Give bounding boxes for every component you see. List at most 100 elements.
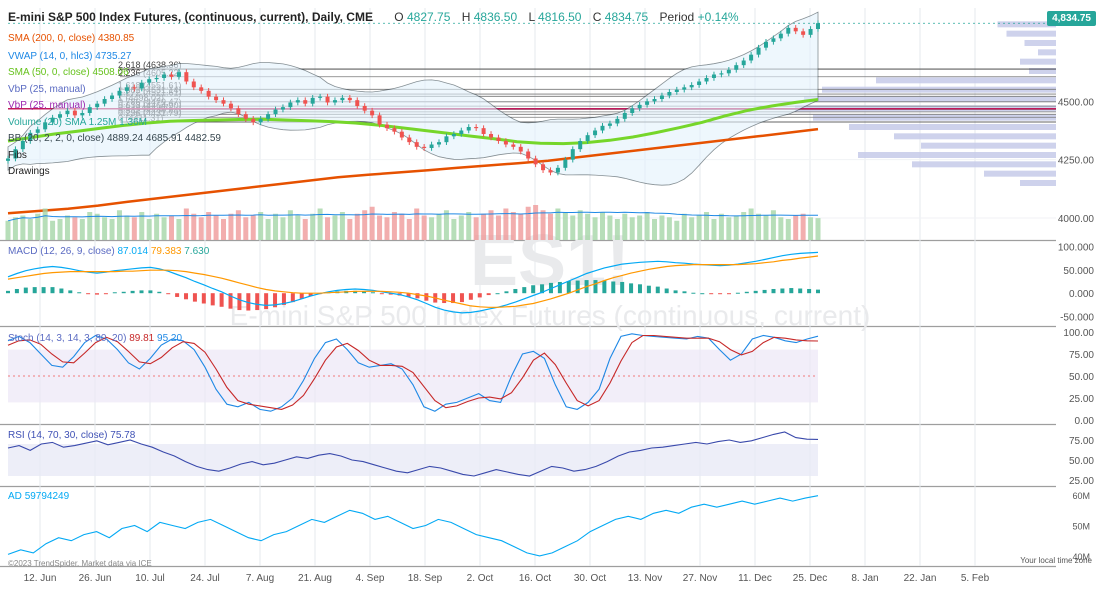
x-tick-label-3: 24. Jul	[190, 573, 219, 584]
volume-bar	[191, 213, 197, 240]
rsi-panel[interactable]	[7, 431, 819, 477]
macd-histogram-bar	[602, 280, 607, 294]
x-tick-label-15: 8. Jan	[851, 573, 878, 584]
macd-histogram-bar	[237, 293, 242, 311]
candle-body	[778, 33, 783, 39]
candle-body	[459, 130, 464, 134]
macd-panel[interactable]	[6, 251, 820, 314]
vbp-bar-5	[1029, 68, 1056, 74]
price-tick-label-2: 4500.00	[1058, 97, 1095, 108]
volume-bar	[57, 219, 63, 240]
legend-drawings-label: Drawings	[8, 166, 50, 177]
volume-bar	[116, 210, 122, 240]
legend-stoch[interactable]: Stoch (14, 3, 14, 3, 80, 20) 89.81 95.20	[8, 333, 182, 344]
vbp-bar-16	[984, 170, 1056, 177]
legend-fibs-label: Fibs	[8, 150, 27, 161]
price-panel[interactable]: 2.618 (4638.36)2.236 (4605.22)1.618 (455…	[6, 11, 1056, 215]
candle-body	[630, 108, 635, 113]
volume-bar	[637, 215, 643, 240]
macd-histogram-bar	[798, 288, 803, 294]
legend-drawings[interactable]: Drawings	[8, 166, 50, 177]
macd-histogram-bar	[121, 291, 126, 294]
legend-vbp-1[interactable]: VbP (25, manual)	[8, 84, 86, 95]
vbp-bar-4	[1020, 58, 1056, 65]
macd-histogram-bar	[6, 290, 10, 294]
vbp-bar-14	[858, 152, 1056, 158]
stochastic-panel[interactable]	[7, 333, 819, 412]
volume-bar	[555, 208, 561, 240]
volume-bar	[547, 213, 553, 240]
legend-sma200[interactable]: SMA (200, 0, close) 4380.85	[8, 33, 134, 44]
volume-bar	[443, 210, 449, 240]
macd-histogram-bar	[86, 293, 91, 295]
legend-macd-label: MACD (12, 26, 9, close)	[8, 246, 115, 257]
x-tick-label-2: 10. Jul	[135, 573, 164, 584]
volume-bar	[458, 215, 464, 240]
macd-histogram-bar	[744, 291, 749, 294]
timezone-label[interactable]: Your local time zone	[1020, 556, 1092, 565]
macd-histogram-bar	[166, 293, 171, 295]
volume-panel[interactable]	[5, 205, 821, 240]
x-tick-label-5: 21. Aug	[298, 573, 332, 584]
x-tick-label-17: 5. Feb	[961, 573, 990, 584]
macd-histogram-bar	[308, 293, 313, 297]
legend-bb-value: 4889.24 4685.91 4482.59	[106, 133, 221, 144]
legend-bb[interactable]: BB (20, 2, 2, 0, close) 4889.24 4685.91 …	[8, 133, 221, 144]
candle-body	[674, 89, 679, 92]
macd-histogram-bar	[95, 293, 100, 295]
legend-ad[interactable]: AD 59794249	[8, 491, 69, 502]
candle-body	[199, 87, 204, 91]
volume-bar	[5, 220, 11, 240]
candle-body	[697, 81, 702, 85]
x-tick-label-13: 11. Dec	[738, 573, 772, 584]
legend-volume[interactable]: Volume (20) SMA 1.25M 1.36M	[8, 117, 147, 128]
volume-bar	[599, 212, 605, 240]
volume-bar	[273, 213, 279, 240]
macd-histogram-bar	[130, 290, 135, 294]
volume-bar	[265, 219, 271, 240]
candle-body	[793, 27, 798, 32]
legend-ad-label: AD	[8, 491, 22, 502]
volume-by-price-profile	[795, 21, 1056, 186]
volume-bar	[481, 213, 487, 240]
legend-macd-signal: 79.383	[150, 246, 182, 257]
volume-bar	[681, 213, 687, 240]
volume-bar	[243, 217, 249, 240]
volume-bar	[176, 219, 182, 240]
candle-body	[65, 110, 70, 115]
volume-bar	[406, 219, 412, 240]
stoch-tick-label-0: 0.00	[1075, 416, 1095, 427]
volume-bar	[258, 212, 264, 240]
volume-sma-line	[7, 211, 819, 222]
legend-vwap[interactable]: VWAP (14, 0, hlc3) 4735.27	[8, 51, 131, 62]
candle-body	[332, 100, 337, 103]
x-tick-label-0: 12. Jun	[24, 573, 57, 584]
candle-body	[87, 107, 92, 113]
close-label: C	[592, 10, 602, 24]
legend-ad-value: 59794249	[24, 491, 70, 502]
legend-macd[interactable]: MACD (12, 26, 9, close) 87.014 79.383 7.…	[8, 246, 209, 257]
volume-bar	[607, 215, 613, 240]
stoch-k-line	[7, 333, 819, 412]
fib-label-0: 2.618 (4638.36)	[118, 60, 182, 70]
volume-bar	[27, 219, 33, 240]
candle-body	[258, 118, 263, 123]
ad-tick-label-0: 40M	[1072, 552, 1090, 562]
legend-vbp-2[interactable]: VbP (25, manual)	[8, 100, 86, 111]
volume-bar	[235, 210, 241, 240]
legend-sma50[interactable]: SMA (50, 0, close) 4508.06	[8, 67, 129, 78]
legend-rsi[interactable]: RSI (14, 70, 30, close) 75.78	[8, 430, 135, 441]
candle-body	[228, 103, 233, 109]
candle-body	[578, 141, 583, 150]
x-tick-label-12: 27. Nov	[683, 573, 717, 584]
candle-body	[518, 146, 523, 152]
volume-bar	[756, 213, 762, 240]
volume-bar	[198, 217, 204, 240]
legend-fibs[interactable]: Fibs	[8, 150, 27, 161]
macd-histogram-bar	[682, 291, 687, 294]
rsi-tick-label-1: 50.00	[1069, 456, 1094, 467]
volume-bar	[696, 215, 702, 240]
volume-bar	[391, 212, 397, 240]
ad-panel[interactable]	[7, 495, 819, 557]
